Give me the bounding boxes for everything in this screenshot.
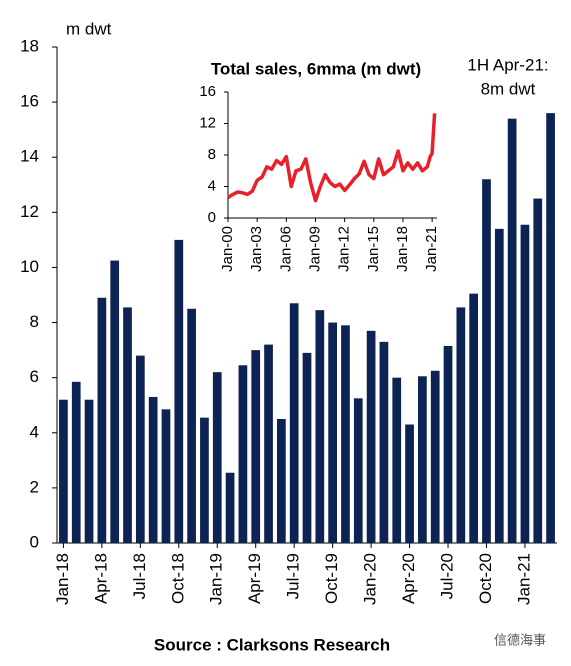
inset-y-tick-label: 8 xyxy=(208,146,216,163)
bar xyxy=(251,350,261,543)
x-tick-label: Apr-20 xyxy=(399,553,418,604)
bar xyxy=(418,376,427,543)
bar xyxy=(135,355,145,543)
y-tick-label: 18 xyxy=(20,36,39,55)
bar xyxy=(289,303,299,543)
bar xyxy=(328,322,337,543)
inset-background xyxy=(188,52,452,288)
y-tick-label: 2 xyxy=(30,477,39,496)
inset-title: Total sales, 6mma (m dwt) xyxy=(211,59,421,78)
bar xyxy=(379,341,389,543)
bar xyxy=(84,399,94,543)
bar xyxy=(174,239,184,543)
x-tick-label: Jul-20 xyxy=(438,553,457,599)
inset-x-tick-label: Jan-00 xyxy=(219,226,236,272)
x-tick-label: Jul-19 xyxy=(284,553,303,599)
x-tick-label: Apr-19 xyxy=(245,553,264,604)
inset-y-tick-label: 12 xyxy=(199,114,216,131)
bar xyxy=(59,399,68,543)
y-tick-label: 14 xyxy=(20,147,39,166)
source: Source : Clarksons Research xyxy=(154,635,390,654)
x-tick-label: Oct-19 xyxy=(322,553,341,604)
watermark: 信德海事 xyxy=(494,634,546,649)
line xyxy=(227,113,437,203)
bar xyxy=(520,224,530,543)
x-tick-label: Jan-18 xyxy=(53,553,72,605)
bar xyxy=(405,424,414,543)
inset-x-tick-label: Jan-09 xyxy=(306,226,323,272)
bar xyxy=(315,310,325,543)
y-tick-label: 6 xyxy=(30,367,39,386)
inset-x-tick-label: Jan-06 xyxy=(277,226,294,272)
y-tick-label: 4 xyxy=(30,422,39,441)
y-tick-label: 8 xyxy=(30,312,39,331)
x-tick-label: Oct-20 xyxy=(476,553,495,604)
bar xyxy=(110,260,120,543)
bar xyxy=(469,293,479,543)
bar xyxy=(161,409,171,543)
bar xyxy=(366,330,376,543)
bar xyxy=(482,179,491,543)
bar xyxy=(187,308,196,543)
x-tick-label: Oct-18 xyxy=(168,553,187,604)
y-tick-label: 16 xyxy=(20,92,39,111)
bar xyxy=(264,344,273,543)
bar xyxy=(443,345,453,543)
bar xyxy=(123,307,132,543)
x-tick-label: Jan-20 xyxy=(361,553,380,605)
y-tick-label: 12 xyxy=(20,202,39,221)
bar xyxy=(341,325,350,543)
bar xyxy=(238,365,248,543)
bar xyxy=(392,377,402,543)
inset-x-tick-label: Jan-15 xyxy=(365,226,382,272)
y-axis-label: m dwt xyxy=(66,19,112,38)
y-tick-label: 10 xyxy=(20,257,39,276)
bar xyxy=(148,396,158,543)
x-tick-label: Jan-19 xyxy=(207,553,226,605)
bar xyxy=(225,472,235,543)
y-tick-label: 0 xyxy=(30,532,39,551)
bar xyxy=(353,398,363,543)
bar xyxy=(277,419,286,543)
annotation: 8m dwt xyxy=(481,79,536,98)
inset-x-tick-label: Jan-21 xyxy=(423,226,440,272)
x-tick-label: Jan-21 xyxy=(514,553,533,605)
bar xyxy=(456,307,466,543)
inset-y-tick-label: 0 xyxy=(208,209,216,226)
bar xyxy=(507,118,517,544)
bar xyxy=(97,297,107,543)
bar xyxy=(546,113,555,543)
bar xyxy=(302,352,312,543)
inset-x-tick-label: Jan-18 xyxy=(394,226,411,272)
x-tick-label: Apr-18 xyxy=(91,553,110,604)
inset-y-tick-label: 16 xyxy=(199,83,216,100)
bar xyxy=(430,370,440,543)
bar xyxy=(212,372,222,543)
x-tick-label: Jul-18 xyxy=(130,553,149,599)
annotation: 1H Apr-21: xyxy=(467,55,548,74)
inset-y-tick-label: 4 xyxy=(208,177,216,194)
bar xyxy=(71,381,81,543)
bar xyxy=(200,417,209,543)
inset-x-tick-label: Jan-03 xyxy=(248,226,265,272)
bar xyxy=(494,228,504,543)
inset-x-tick-label: Jan-12 xyxy=(336,226,353,272)
bar xyxy=(533,198,543,544)
